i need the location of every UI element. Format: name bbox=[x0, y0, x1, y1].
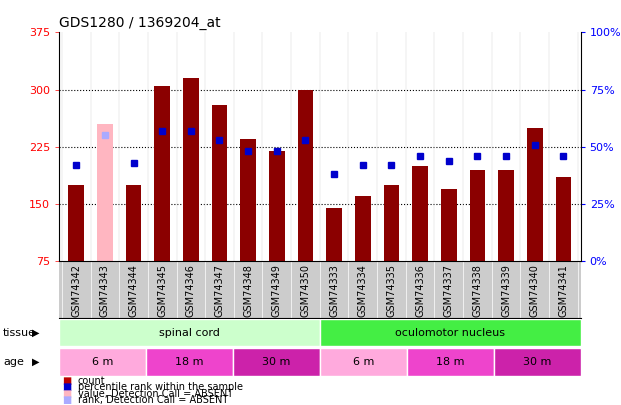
Text: GSM74342: GSM74342 bbox=[71, 264, 81, 317]
Bar bbox=[59, 319, 320, 346]
Text: age: age bbox=[3, 357, 24, 367]
Bar bbox=[469, 170, 486, 261]
Text: ■: ■ bbox=[62, 376, 71, 386]
Text: rank, Detection Call = ABSENT: rank, Detection Call = ABSENT bbox=[78, 395, 228, 405]
Bar bbox=[355, 196, 371, 261]
Bar bbox=[527, 128, 543, 261]
Bar bbox=[125, 185, 142, 261]
Bar bbox=[384, 185, 399, 261]
Text: GSM74344: GSM74344 bbox=[129, 264, 138, 317]
Bar bbox=[320, 348, 407, 376]
Text: GSM74333: GSM74333 bbox=[329, 264, 339, 317]
Text: GDS1280 / 1369204_at: GDS1280 / 1369204_at bbox=[59, 16, 220, 30]
Text: GSM74339: GSM74339 bbox=[501, 264, 511, 317]
Text: spinal cord: spinal cord bbox=[159, 328, 220, 337]
Text: count: count bbox=[78, 376, 105, 386]
Bar bbox=[297, 90, 314, 261]
Text: 6 m: 6 m bbox=[353, 357, 374, 367]
Text: 18 m: 18 m bbox=[175, 357, 204, 367]
Bar bbox=[494, 348, 581, 376]
Text: tissue: tissue bbox=[3, 328, 36, 337]
Bar bbox=[269, 151, 284, 261]
Text: GSM74335: GSM74335 bbox=[386, 264, 396, 317]
Text: 6 m: 6 m bbox=[92, 357, 113, 367]
Text: 18 m: 18 m bbox=[436, 357, 465, 367]
Text: 30 m: 30 m bbox=[523, 357, 551, 367]
Bar bbox=[441, 189, 456, 261]
Text: ■: ■ bbox=[62, 389, 71, 399]
Text: GSM74336: GSM74336 bbox=[415, 264, 425, 317]
Text: ▶: ▶ bbox=[32, 357, 40, 367]
Text: percentile rank within the sample: percentile rank within the sample bbox=[78, 382, 243, 392]
Text: value, Detection Call = ABSENT: value, Detection Call = ABSENT bbox=[78, 389, 233, 399]
Bar bbox=[326, 208, 342, 261]
Text: GSM74350: GSM74350 bbox=[301, 264, 310, 317]
Text: GSM74348: GSM74348 bbox=[243, 264, 253, 317]
Bar bbox=[240, 139, 256, 261]
Text: ■: ■ bbox=[62, 395, 71, 405]
Text: ▶: ▶ bbox=[32, 328, 40, 337]
Text: oculomotor nucleus: oculomotor nucleus bbox=[395, 328, 505, 337]
Text: GSM74343: GSM74343 bbox=[100, 264, 110, 317]
Bar bbox=[412, 166, 428, 261]
Text: GSM74345: GSM74345 bbox=[157, 264, 167, 317]
Text: 30 m: 30 m bbox=[262, 357, 291, 367]
Bar bbox=[556, 177, 571, 261]
Text: GSM74334: GSM74334 bbox=[358, 264, 368, 317]
Bar bbox=[68, 185, 84, 261]
Text: GSM74340: GSM74340 bbox=[530, 264, 540, 317]
Text: GSM74337: GSM74337 bbox=[444, 264, 454, 317]
Bar bbox=[233, 348, 320, 376]
Bar bbox=[320, 319, 581, 346]
Bar bbox=[212, 105, 227, 261]
Bar bbox=[498, 170, 514, 261]
Text: GSM74346: GSM74346 bbox=[186, 264, 196, 317]
Bar bbox=[97, 124, 113, 261]
Bar bbox=[146, 348, 233, 376]
Text: GSM74338: GSM74338 bbox=[473, 264, 483, 317]
Text: GSM74349: GSM74349 bbox=[272, 264, 282, 317]
Bar bbox=[183, 78, 199, 261]
Bar bbox=[154, 86, 170, 261]
Text: GSM74341: GSM74341 bbox=[558, 264, 568, 317]
Bar bbox=[407, 348, 494, 376]
Text: ■: ■ bbox=[62, 382, 71, 392]
Bar bbox=[59, 348, 146, 376]
Text: GSM74347: GSM74347 bbox=[214, 264, 225, 317]
